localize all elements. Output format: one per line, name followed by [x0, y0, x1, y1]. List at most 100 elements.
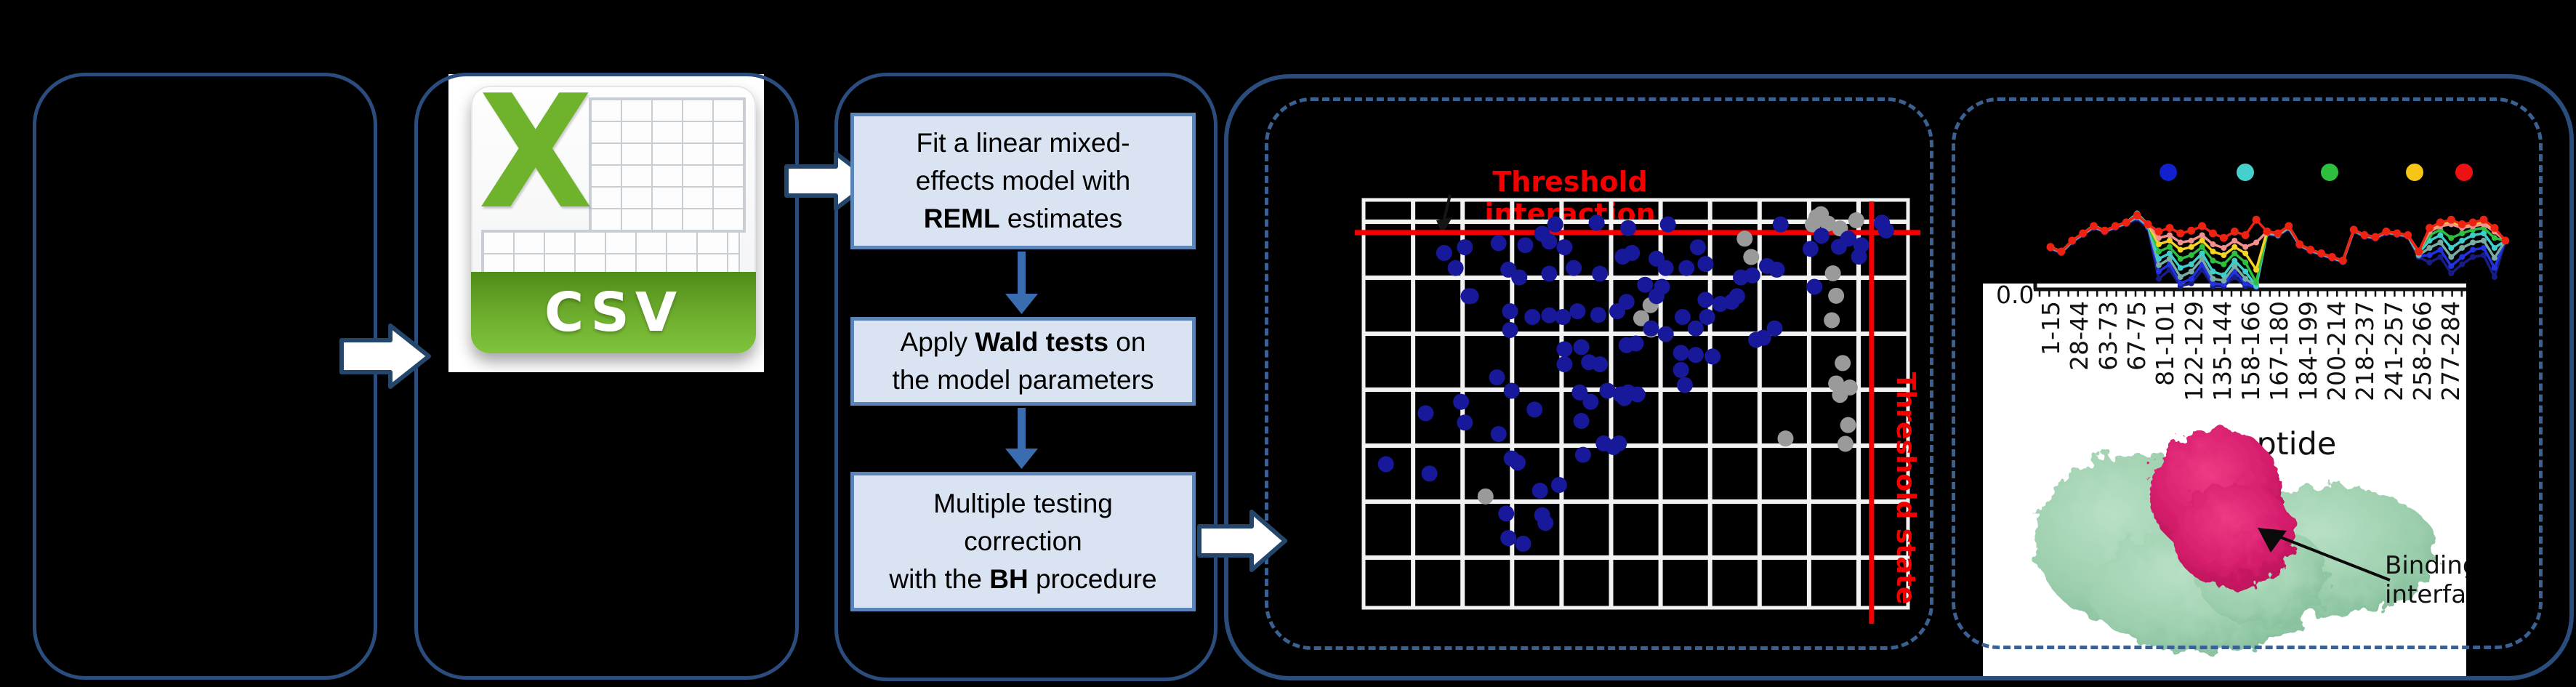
protein-structure-image: [2034, 428, 2437, 652]
scatter-point-blue: [1421, 465, 1438, 482]
peptide-line-chart: [2046, 210, 2510, 290]
scatter-point-blue: [1676, 377, 1693, 393]
scatter-point-blue: [1851, 248, 1867, 265]
scatter-point-blue: [1569, 303, 1586, 320]
scatter-point-blue: [1556, 239, 1573, 256]
scatter-point-blue: [1453, 393, 1470, 410]
scatter-point-blue: [1678, 260, 1695, 276]
scatter-point-blue: [1744, 267, 1760, 284]
scatter-point-blue: [1648, 288, 1665, 305]
scatter-point-blue: [1618, 294, 1635, 310]
scatter-point-blue: [1840, 230, 1856, 247]
flow-box-line: the model parameters: [892, 365, 1154, 395]
subpanel-scatter: [1265, 97, 1933, 650]
flow-box-wald: Apply Wald tests on the model parameters: [850, 317, 1196, 406]
scatter-point-gray: [1832, 387, 1848, 403]
flow-box-line: effects model with: [915, 166, 1131, 196]
scatter-point-blue: [1772, 216, 1789, 233]
scatter-point-blue: [1657, 260, 1674, 276]
scatter-point-blue: [1582, 393, 1599, 410]
scatter-point-blue: [1490, 235, 1507, 252]
scatter-point-blue: [1590, 307, 1606, 324]
scatter-point-blue: [1624, 244, 1641, 261]
panel-step3-model: [834, 73, 1217, 681]
peptide-magenta-surface: [2149, 428, 2295, 588]
scatter-point-gray: [1743, 249, 1760, 265]
scatter-point-gray: [1804, 216, 1821, 233]
subpanel-peptide: [1952, 97, 2543, 649]
scatter-point-blue: [1802, 241, 1819, 257]
spreadsheet-grid-icon: [589, 97, 746, 233]
flow-box-line: with the BH procedure: [889, 564, 1157, 594]
scatter-point-blue: [1457, 239, 1473, 256]
scatter-point-gray: [1736, 230, 1753, 247]
scatter-point-blue: [1460, 288, 1477, 305]
scatter-point-gray: [1828, 287, 1845, 304]
peptide-chart-background: 0.0 1-15 28-44 63-73 67-75 81-101 122-129 135-…: [1983, 284, 2466, 676]
scatter-point-gray: [1840, 417, 1856, 433]
scatter-point-blue: [1502, 303, 1518, 320]
scatter-point-gray: [1824, 312, 1840, 329]
scatter-point-blue: [1813, 228, 1830, 244]
scatter-point-blue: [1674, 309, 1691, 326]
scatter-point-blue: [1503, 382, 1520, 399]
scatter-point-gray: [1633, 310, 1649, 326]
legend-dot-0: [2160, 164, 2177, 181]
scatter-point-blue: [1599, 382, 1616, 399]
flow-box-line: Multiple testing: [933, 489, 1113, 518]
scatter-point-blue: [1659, 216, 1676, 233]
scatter-point-blue: [1627, 335, 1644, 352]
x-axis: [2033, 284, 2466, 297]
scatter-point-blue: [1526, 401, 1543, 418]
scatter-point-blue: [1556, 341, 1573, 358]
scatter-point-blue: [1377, 456, 1394, 473]
scatter-point-blue: [1697, 292, 1714, 308]
scatter-point-blue: [1541, 265, 1558, 282]
binding-interface-label-line1: Binding: [2385, 551, 2466, 580]
scatter-point-gray: [1477, 488, 1494, 505]
scatter-point-blue: [1566, 260, 1582, 276]
excel-x-icon: X: [478, 86, 593, 244]
scatter-point-blue: [1531, 482, 1548, 499]
flow-box-bh: Multiple testing correction with the BH pr…: [850, 472, 1196, 611]
scatter-point-blue: [1620, 220, 1637, 236]
scatter-point-blue: [1509, 454, 1526, 471]
panel-step4-results: [1224, 74, 2574, 680]
scatter-point-blue: [1766, 320, 1783, 337]
scatter-point-gray: [1835, 355, 1851, 371]
scatter-point-blue: [1673, 361, 1689, 378]
flow-box-line: correction: [964, 526, 1082, 556]
threshold-state-label: Threshold state: [1891, 372, 1920, 605]
scatter-point-blue: [1768, 261, 1785, 278]
scatter-point-blue: [1502, 321, 1518, 338]
binding-interface-arrow: [2258, 528, 2391, 582]
scatter-point-blue: [1515, 535, 1531, 552]
scatter-point-blue: [1556, 356, 1573, 373]
scatter-point-blue: [1673, 345, 1689, 361]
scatter-plot: [1355, 194, 1920, 624]
scatter-point-blue: [1541, 233, 1558, 250]
scatter-point-blue: [1489, 369, 1505, 386]
csv-banner: CSV: [471, 272, 756, 353]
flow-box-line: Apply Wald tests on: [900, 327, 1146, 357]
scatter-point-blue: [1699, 309, 1715, 326]
scatter-point-blue: [1806, 278, 1823, 295]
scatter-point-blue: [1574, 446, 1591, 463]
scatter-point-blue: [1547, 216, 1563, 233]
scatter-point-blue: [1573, 413, 1590, 430]
legend-dot-4: [2455, 164, 2473, 181]
scatter-point-blue: [1417, 405, 1434, 422]
scatter-point-blue: [1457, 414, 1473, 431]
csv-file-icon: X CSV: [471, 86, 756, 353]
scatter-point-blue: [1500, 530, 1517, 547]
panel-step1: [33, 73, 377, 680]
scatter-point-blue: [1555, 309, 1571, 326]
flow-box-reml: Fit a linear mixed-effects model with REM…: [850, 113, 1196, 249]
legend-dot-2: [2321, 164, 2338, 181]
scatter-point-blue: [1657, 326, 1674, 342]
scatter-point-blue: [1588, 214, 1605, 231]
scatter-point-blue: [1629, 386, 1646, 403]
scatter-point-blue: [1524, 309, 1541, 326]
scatter-point-blue: [1498, 505, 1515, 522]
csv-image-background: X CSV: [448, 74, 764, 372]
